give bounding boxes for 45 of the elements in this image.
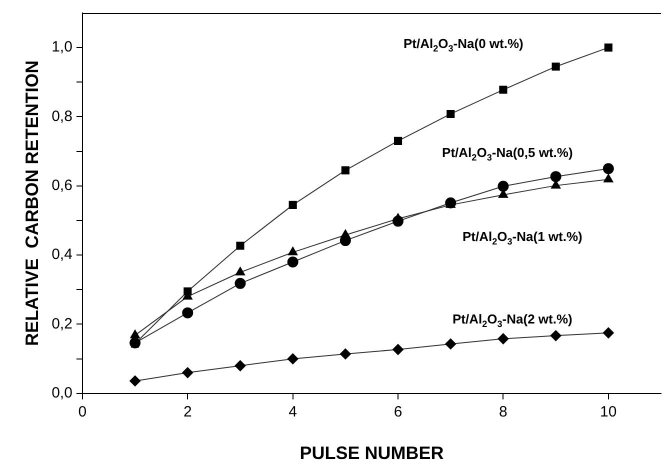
point [182,367,194,378]
point [130,330,140,338]
point [392,344,404,355]
point [340,348,351,360]
point [287,353,298,364]
point [445,338,456,350]
point [288,200,297,209]
point [288,246,298,256]
point [498,180,509,192]
y-tick-label: 0,8 [52,108,72,125]
point [341,166,350,174]
point [552,62,560,71]
point [602,327,614,338]
x-axis-title: PULSE NUMBER [300,443,444,464]
x-tick-label: 6 [394,404,402,421]
point [182,307,194,318]
y-axis-title: RELATIVE CARBON RETENTION [22,60,42,346]
point [287,256,298,268]
x-tick-label: 4 [288,404,298,421]
x-tick-label: 8 [499,404,508,421]
y-tick-label: 0,0 [52,384,72,402]
point [550,171,562,182]
point [130,375,141,386]
point [498,333,509,344]
point [394,136,402,145]
x-tick-label: 0 [78,404,87,421]
y-tick-label: 1,0 [52,38,72,56]
point [131,340,140,348]
y-tick-label: 0,2 [52,315,72,332]
x-tick-label: 10 [600,404,617,421]
point [550,330,562,342]
point [602,163,614,174]
point [392,216,404,227]
point [184,287,192,296]
point [604,174,614,182]
point [604,44,612,52]
y-tick-label: 0,4 [52,246,72,264]
y-tick-label: 0,6 [52,177,72,194]
point [235,266,246,276]
point [446,110,455,118]
point [234,360,246,372]
x-tick-label: 2 [183,404,192,421]
point [234,278,246,289]
point [236,242,244,250]
point [499,86,508,94]
